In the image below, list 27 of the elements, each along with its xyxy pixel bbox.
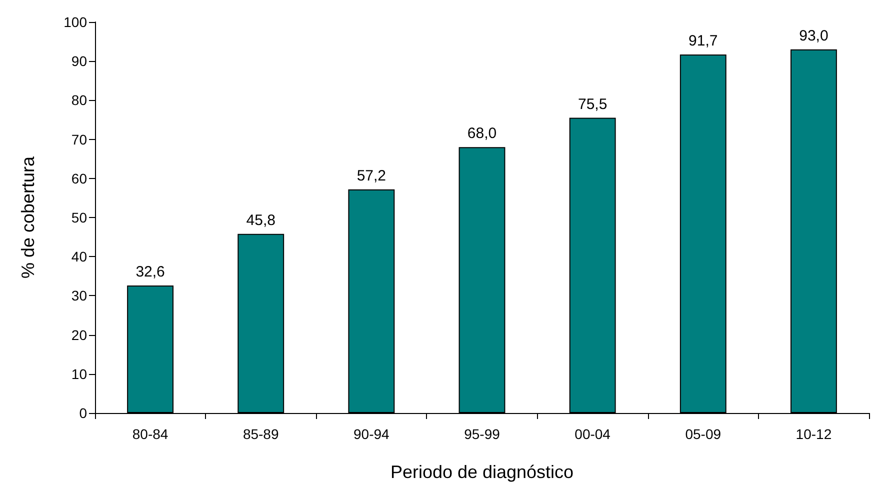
x-tick-label: 00-04 [574, 426, 611, 442]
y-tick-label: 100 [64, 14, 88, 30]
x-tick-label: 05-09 [685, 426, 722, 442]
data-label: 68,0 [467, 125, 497, 142]
x-tick-label: 80-84 [132, 426, 168, 442]
x-tick-label: 90-94 [354, 426, 390, 442]
x-tick-label: 95-99 [464, 426, 500, 442]
y-axis-title: % de cobertura [18, 155, 38, 279]
data-label: 32,6 [136, 264, 165, 281]
y-tick-label: 60 [71, 170, 88, 186]
y-tick-label: 10 [71, 366, 88, 382]
data-label: 45,8 [246, 212, 276, 229]
y-tick-label: 40 [71, 248, 88, 265]
y-tick-label: 20 [71, 326, 88, 343]
y-tick-label: 30 [71, 288, 88, 304]
y-tick-label: 70 [71, 131, 88, 148]
y-tick-label: 0 [79, 405, 88, 421]
y-tick-label: 80 [71, 92, 88, 108]
data-label: 93,0 [799, 27, 828, 44]
data-label: 75,5 [578, 96, 608, 113]
data-label: 91,7 [688, 32, 718, 50]
y-tick-label: 90 [71, 53, 88, 70]
x-tick-label: 85-89 [242, 426, 279, 442]
x-tick-label: 10-12 [796, 426, 832, 442]
x-axis-title: Periodo de diagnóstico [390, 462, 574, 482]
y-tick-label: 50 [71, 210, 88, 226]
data-label: 57,2 [356, 167, 386, 184]
